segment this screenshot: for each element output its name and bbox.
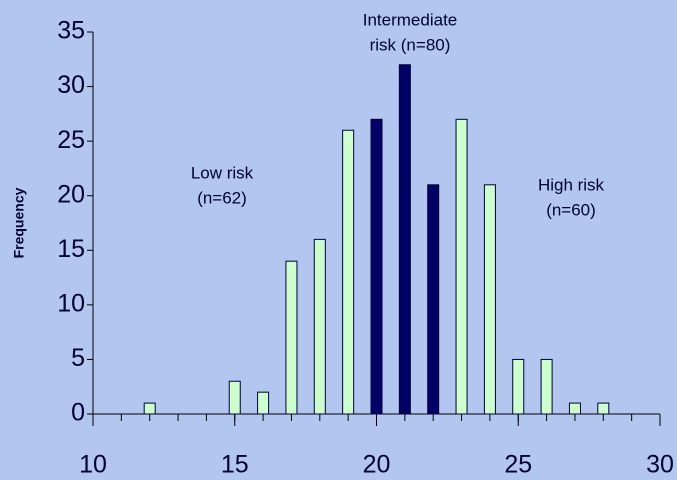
bar <box>540 358 553 415</box>
y-tick-label: 0 <box>71 399 85 427</box>
y-tick-label: 5 <box>71 344 85 372</box>
annotation: High risk <box>538 175 605 194</box>
y-tick-label: 20 <box>57 180 85 208</box>
bar <box>257 391 270 415</box>
y-tick-label: 35 <box>57 17 85 45</box>
bar <box>568 402 581 415</box>
bar <box>313 238 326 415</box>
y-tick-label: 15 <box>57 235 85 263</box>
y-tick-label: 25 <box>57 126 85 154</box>
y-tick-label: 30 <box>57 71 85 99</box>
bar <box>228 380 241 415</box>
annotation: Intermediate <box>363 10 458 29</box>
annotation: risk (n=80) <box>370 35 451 54</box>
x-tick-label: 25 <box>504 451 532 479</box>
bar <box>483 184 496 415</box>
bar <box>370 118 383 415</box>
bar <box>427 184 440 415</box>
bar <box>597 402 610 415</box>
annotation: (n=62) <box>197 188 247 207</box>
bar <box>455 118 468 415</box>
x-tick-label: 30 <box>646 451 674 479</box>
x-tick-label: 10 <box>79 451 107 479</box>
bar <box>143 402 156 415</box>
y-axis-label: Frequency <box>11 187 27 258</box>
bar <box>398 64 411 415</box>
x-tick-label: 20 <box>363 451 391 479</box>
bar <box>285 260 298 415</box>
y-tick-label: 10 <box>57 289 85 317</box>
x-tick-label: 15 <box>221 451 249 479</box>
bar <box>512 358 525 415</box>
annotation: (n=60) <box>546 200 596 219</box>
annotation: Low risk <box>191 163 254 182</box>
bar <box>342 129 355 415</box>
